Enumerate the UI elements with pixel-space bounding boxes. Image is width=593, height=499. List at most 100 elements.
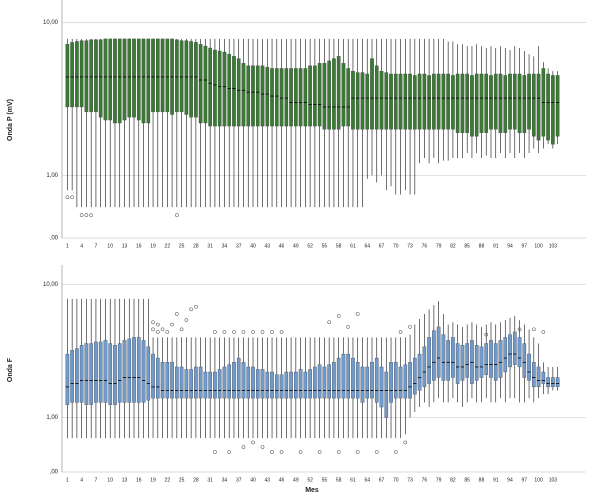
box [213,371,217,399]
box [417,73,422,130]
box [346,353,351,399]
outlier [279,330,284,334]
x-tick-label: 79 [436,243,442,249]
box [355,362,360,399]
box [546,73,550,141]
box [89,343,93,405]
box [113,38,117,124]
y-tick-label: 10,00 [43,282,59,288]
outlier [279,450,284,454]
box [332,362,336,399]
box [208,47,212,127]
box [313,65,317,127]
x-tick-label: 94 [507,243,513,249]
box [398,366,403,399]
box [251,65,255,127]
box [432,73,436,130]
box [75,348,79,403]
x-tick-label: 76 [422,243,428,249]
box [308,65,312,127]
box [108,343,113,405]
outlier [251,440,255,445]
box [451,337,455,378]
box [489,340,493,378]
outlier [541,330,546,334]
y-tick-label: 1,00 [46,173,58,179]
y-tick-label: 1,00 [46,415,58,421]
box [284,371,289,399]
x-tick-label: 85 [464,243,470,249]
box [436,73,441,130]
box [179,366,184,399]
box [260,369,265,399]
box [241,63,246,127]
box [532,73,536,137]
x-tick-label: 37 [236,477,242,483]
box [465,343,470,378]
box [479,346,484,378]
box [503,337,508,373]
box [493,343,498,381]
box [284,68,289,127]
box [474,344,479,381]
box [460,73,465,133]
x-tick-label: 94 [507,477,513,483]
box [236,58,241,127]
box [208,371,212,399]
x-tick-label: 43 [265,243,271,249]
box [336,56,341,130]
box [489,75,493,130]
x-tick-label: 73 [407,477,413,483]
box [493,73,498,130]
box [341,353,346,399]
box [389,362,393,403]
box [265,371,270,399]
box [441,73,446,130]
outlier [222,330,227,334]
x-tick-label: 64 [364,477,370,483]
box [374,65,379,130]
box [132,38,136,118]
box [146,346,151,401]
box [127,38,132,118]
outlier [241,330,246,334]
box [512,73,517,130]
y-axis-title: Onda P (mV) [7,99,14,141]
box [474,73,479,137]
box [360,366,365,403]
box [460,344,465,381]
box [179,40,184,113]
x-tick-label: 103 [549,477,558,483]
box [379,71,384,130]
outlier [170,322,174,327]
box [303,371,308,399]
x-tick-label: 103 [549,243,558,249]
outlier [260,445,265,449]
x-tick-label: 70 [393,477,399,483]
x-tick-label: 43 [265,477,271,483]
outlier [213,450,217,454]
box [251,366,255,399]
box [117,343,122,403]
box [522,75,527,133]
x-tick-label: 67 [379,477,385,483]
outlier [194,304,198,309]
box [384,371,389,418]
x-tick-label: 82 [450,477,456,483]
box [393,362,398,399]
box [155,357,160,399]
box [189,41,193,118]
x-tick-label: 1 [66,477,69,483]
box [84,343,89,405]
outlier [165,330,170,334]
box [241,362,246,399]
x-tick-label: 25 [179,477,185,483]
x-tick-label: 58 [336,477,342,483]
box [365,73,370,130]
box [122,340,127,403]
box [427,75,431,130]
box [441,334,446,381]
x-tick-label: 97 [522,243,528,249]
outlier [189,307,193,312]
